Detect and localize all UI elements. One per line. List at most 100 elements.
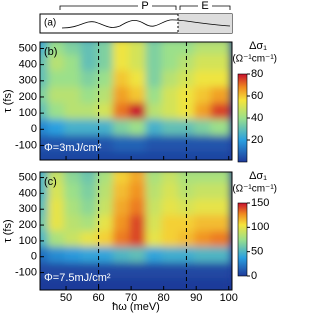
heatmap-cell bbox=[47, 246, 69, 267]
heatmap-cell bbox=[177, 183, 199, 204]
heatmap-cell bbox=[64, 246, 85, 267]
annotation: Φ=7.5mJ/cm² bbox=[44, 272, 111, 284]
heatmap-cell bbox=[96, 262, 117, 283]
heatmap-cell bbox=[47, 215, 69, 235]
heatmap-cell bbox=[210, 246, 231, 267]
heatmap-cell bbox=[177, 151, 199, 160]
heatmap-cell bbox=[80, 135, 101, 156]
heatmap-cell bbox=[210, 135, 231, 156]
heatmap-cell bbox=[210, 86, 231, 108]
colorbar-tick-label: 60 bbox=[251, 90, 263, 102]
heatmap-cell bbox=[161, 183, 182, 204]
heatmap-cell bbox=[64, 54, 85, 75]
heatmap-cell bbox=[177, 42, 199, 59]
heatmap-cell bbox=[210, 230, 231, 251]
heatmap-cell bbox=[80, 262, 101, 283]
heatmap-cell bbox=[112, 42, 134, 59]
heatmap-cell bbox=[194, 215, 215, 235]
heatmap-cell bbox=[177, 70, 199, 91]
heatmap-cell bbox=[64, 215, 85, 235]
colorbar-tick-label: 150 bbox=[251, 197, 269, 209]
heatmap-cell bbox=[177, 54, 199, 75]
heatmap-cell bbox=[129, 246, 150, 267]
heatmap-cell bbox=[210, 70, 231, 91]
heatmap-cell bbox=[161, 199, 182, 220]
y-tick-label: 300 bbox=[19, 75, 37, 87]
heatmap-cell bbox=[161, 230, 182, 251]
heatmap-cell bbox=[145, 70, 166, 91]
heatmap-cell bbox=[64, 103, 85, 124]
y-tick-label: 500 bbox=[19, 171, 37, 183]
heatmap-cell bbox=[145, 135, 166, 156]
heatmap-cell bbox=[129, 54, 150, 75]
heatmap-cell bbox=[64, 199, 85, 220]
heatmap-cell bbox=[145, 42, 166, 59]
heatmap-cell bbox=[40, 151, 52, 160]
heatmap-cell bbox=[96, 86, 117, 108]
heatmap-cell bbox=[145, 215, 166, 235]
heatmap-cell bbox=[64, 70, 85, 91]
plot-frame bbox=[39, 171, 233, 291]
heatmap-cell bbox=[161, 54, 182, 75]
heatmap-cell bbox=[129, 230, 150, 251]
heatmap-cell bbox=[112, 86, 134, 108]
colorbar-unit: (Ω⁻¹cm⁻¹) bbox=[232, 54, 277, 65]
heatmap-cell bbox=[64, 119, 85, 140]
heatmap-cell bbox=[47, 183, 69, 204]
heatmap-cell bbox=[210, 199, 231, 220]
heatmap-cell bbox=[112, 215, 134, 235]
y-tick-label: 100 bbox=[19, 235, 37, 247]
heatmap-cell bbox=[194, 70, 215, 91]
heatmap-cell bbox=[210, 278, 231, 290]
heatmap-cell bbox=[40, 199, 52, 220]
heatmap-cell bbox=[161, 119, 182, 140]
heatmap-cell bbox=[112, 70, 134, 91]
heatmap-cell bbox=[47, 54, 69, 75]
heatmap-cell bbox=[161, 135, 182, 156]
heatmap-cell bbox=[112, 278, 134, 290]
heatmap-cell bbox=[161, 86, 182, 108]
heatmap-cell bbox=[96, 183, 117, 204]
heatmap-cell bbox=[64, 278, 85, 290]
schematic-curve bbox=[61, 19, 231, 29]
heatmap-cell bbox=[47, 70, 69, 91]
heatmap-cell bbox=[80, 86, 101, 108]
heatmap-cell bbox=[80, 42, 101, 59]
colorbar-tick-label: 40 bbox=[251, 112, 263, 124]
heatmap-cell bbox=[194, 183, 215, 204]
heatmap-cell bbox=[177, 262, 199, 283]
heatmap-cell bbox=[177, 278, 199, 290]
heatmap-cell bbox=[96, 54, 117, 75]
heatmap-cell bbox=[96, 119, 117, 140]
heatmap-cell bbox=[210, 215, 231, 235]
heatmap-cell bbox=[47, 230, 69, 251]
heatmap-cell bbox=[64, 262, 85, 283]
colorbar-tick-label: 50 bbox=[251, 246, 263, 258]
colorbar-label: Δσ₁ bbox=[249, 170, 267, 182]
heatmap-cell bbox=[210, 54, 231, 75]
heatmap-cell bbox=[194, 151, 215, 160]
heatmap-cell bbox=[80, 70, 101, 91]
heatmap-cell bbox=[112, 119, 134, 140]
heatmap-cell bbox=[40, 230, 52, 251]
heatmap-cells bbox=[40, 172, 231, 290]
heatmap-cell bbox=[210, 103, 231, 124]
label-bg bbox=[138, 0, 152, 11]
heatmap-cell bbox=[96, 103, 117, 124]
heatmap-cell bbox=[112, 183, 134, 204]
heatmap-cell bbox=[40, 172, 52, 188]
plot-frame bbox=[39, 41, 233, 161]
x-axis-label: ħω (meV) bbox=[112, 301, 160, 313]
x-tick-label: 60 bbox=[92, 292, 104, 304]
heatmap-cell bbox=[40, 86, 52, 108]
x-tick-label: 100 bbox=[220, 292, 238, 304]
panel-label: (a) bbox=[44, 18, 56, 29]
colorbar bbox=[237, 202, 248, 277]
heatmap-cell bbox=[194, 278, 215, 290]
heatmap-cell bbox=[194, 230, 215, 251]
heatmap-cell bbox=[80, 199, 101, 220]
colorbar-tick-label: 20 bbox=[251, 134, 263, 146]
annotation: P bbox=[141, 0, 148, 12]
heatmap-cell bbox=[80, 230, 101, 251]
heatmap-cell bbox=[129, 119, 150, 140]
